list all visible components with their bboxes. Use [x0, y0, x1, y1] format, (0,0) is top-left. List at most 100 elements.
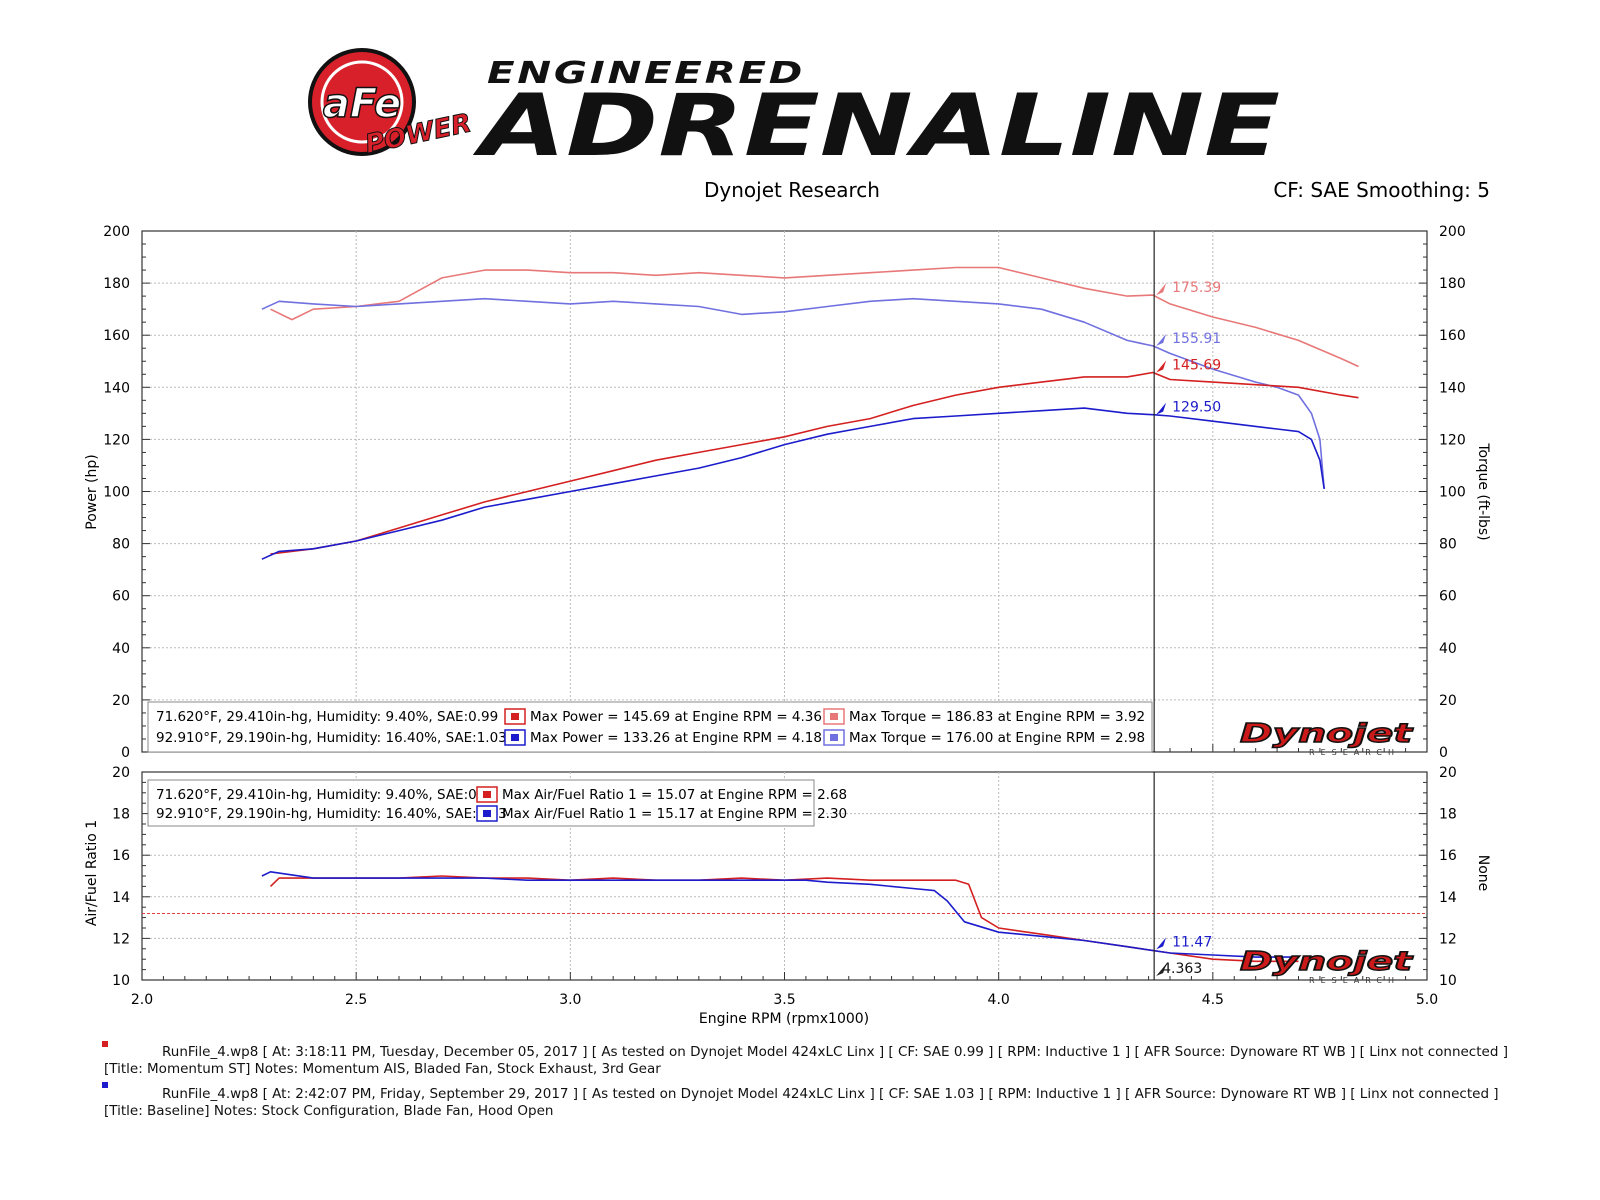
legend-swatch-fill-run2_power — [483, 810, 491, 817]
legend-conditions: 92.910°F, 29.190in-hg, Humidity: 16.40%,… — [156, 806, 507, 822]
legend-swatch-fill-run2_power — [511, 734, 519, 741]
y-tick-label-right: 100 — [1439, 485, 1466, 501]
y-tick-label-left: 140 — [103, 380, 130, 396]
y-tick-label-left: 20 — [112, 765, 130, 781]
series-line-run2_power — [261, 870, 1299, 958]
legend-swatch-fill-run1_torque — [830, 713, 838, 720]
y-tick-label-left: 160 — [103, 328, 130, 344]
run1-note-line1: RunFile_4.wp8 [ At: 3:18:11 PM, Tuesday,… — [162, 1044, 1508, 1060]
y-axis-label-none: None — [1475, 855, 1491, 892]
y-tick-label-right: 180 — [1439, 276, 1466, 292]
legend-entry-run2_torque: Max Torque = 176.00 at Engine RPM = 2.98 — [849, 730, 1145, 746]
series-line-run2_power — [261, 407, 1325, 560]
legend-swatch-fill-run1_power — [511, 713, 519, 720]
y-tick-label-right: 60 — [1439, 589, 1457, 605]
run2-note-line2: [Title: Baseline] Notes: Stock Configura… — [104, 1103, 554, 1119]
y-tick-label-right: 14 — [1439, 890, 1457, 906]
y-axis-label-afr: Air/Fuel Ratio 1 — [84, 820, 100, 926]
y-tick-label-right: 140 — [1439, 380, 1466, 396]
x-tick-label: 2.5 — [345, 992, 367, 1008]
x-tick-label: 3.5 — [773, 992, 795, 1008]
y-tick-label-left: 120 — [103, 432, 130, 448]
x-tick-label: 5.0 — [1416, 992, 1438, 1008]
cursor-arrow-run2_power — [1156, 402, 1167, 415]
legend-entry-run1_power: Max Air/Fuel Ratio 1 = 15.07 at Engine R… — [502, 787, 847, 803]
y-tick-label-left: 100 — [103, 485, 130, 501]
afe-logo-inner-ring — [320, 60, 404, 144]
afr-panel: 10 10 12 12 14 14 16 16 18 18 20 20 2.0 2.5 3.0 3.5 4.0 4… — [112, 765, 1457, 1008]
power-torque-panel: 0 0 20 20 40 40 60 60 80 80 100 100 120 120 140 140 160 1… — [103, 224, 1465, 761]
y-tick-label-left: 12 — [112, 931, 130, 947]
y-tick-label-right: 200 — [1439, 224, 1466, 240]
cursor-value-run1_power: 145.69 — [1172, 357, 1221, 373]
legend-swatch-fill-run2_torque — [830, 734, 838, 741]
cursor-arrow-run1_torque — [1156, 283, 1167, 296]
legend-entry-run1_torque: Max Torque = 186.83 at Engine RPM = 3.92 — [849, 709, 1145, 725]
x-tick-label: 4.5 — [1202, 992, 1224, 1008]
y-tick-label-right: 10 — [1439, 973, 1457, 989]
y-tick-label-right: 80 — [1439, 537, 1457, 553]
cursor-x-arrow — [1156, 964, 1167, 976]
dynojet-watermark-sub: RESEARCH — [1309, 748, 1400, 757]
legend-conditions: 71.620°F, 29.410in-hg, Humidity: 9.40%, … — [156, 787, 498, 803]
run1-marker — [102, 1041, 108, 1047]
legend-entry-run1_power: Max Power = 145.69 at Engine RPM = 4.36 — [530, 709, 822, 725]
cursor-x-value: 4.363 — [1162, 961, 1202, 977]
x-tick-label: 2.0 — [131, 992, 153, 1008]
run1-note-line2: [Title: Momentum ST] Notes: Momentum AIS… — [104, 1061, 661, 1077]
x-tick-label: 3.0 — [559, 992, 581, 1008]
y-tick-label-right: 120 — [1439, 432, 1466, 448]
cursor-value-run2_power: 129.50 — [1172, 400, 1221, 416]
y-tick-label-left: 80 — [112, 537, 130, 553]
dynojet-watermark-sub: RESEARCH — [1309, 976, 1400, 985]
cf-info-label: CF: SAE Smoothing: 5 — [1273, 178, 1490, 202]
y-tick-label-left: 16 — [112, 848, 130, 864]
cursor-arrow-run2_power — [1156, 937, 1167, 950]
y-tick-label-left: 0 — [121, 745, 130, 761]
dynojet-watermark-brand: Dynojet — [1240, 947, 1414, 977]
y-tick-label-left: 180 — [103, 276, 130, 292]
dynojet-watermark-brand: Dynojet — [1240, 719, 1414, 749]
tagline-main: ADRENALINE — [472, 76, 1280, 176]
run2-marker — [102, 1082, 108, 1088]
legend-box — [147, 701, 1153, 753]
afe-logo: aFe POWER — [308, 48, 475, 161]
y-tick-label-right: 0 — [1439, 745, 1448, 761]
cursor-value-run2_torque: 155.91 — [1172, 331, 1221, 347]
legend-conditions: 71.620°F, 29.410in-hg, Humidity: 9.40%, … — [156, 709, 498, 725]
series-line-run1_torque — [270, 266, 1359, 368]
source-label: Dynojet Research — [704, 178, 880, 202]
y-tick-label-right: 160 — [1439, 328, 1466, 344]
legend-entry-run2_power: Max Air/Fuel Ratio 1 = 15.17 at Engine R… — [502, 806, 847, 822]
y-tick-label-right: 18 — [1439, 807, 1457, 823]
afe-logo-brand: aFe — [323, 81, 401, 127]
y-tick-label-left: 200 — [103, 224, 130, 240]
cursor-arrow-run1_power — [1156, 360, 1167, 373]
y-tick-label-left: 20 — [112, 693, 130, 709]
series-line-run2_torque — [261, 297, 1325, 489]
cursor-value-run1_torque: 175.39 — [1172, 280, 1221, 296]
y-tick-label-right: 20 — [1439, 693, 1457, 709]
legend-swatch-fill-run1_power — [483, 791, 491, 798]
y-tick-label-left: 14 — [112, 890, 130, 906]
y-tick-label-right: 16 — [1439, 848, 1457, 864]
y-tick-label-right: 20 — [1439, 765, 1457, 781]
tagline-top: ENGINEERED — [487, 56, 805, 91]
series-line-run1_power — [270, 371, 1359, 555]
y-tick-label-left: 60 — [112, 589, 130, 605]
cursor-value-run2_power: 11.47 — [1172, 934, 1212, 950]
x-tick-label: 4.0 — [988, 992, 1010, 1008]
y-tick-label-right: 12 — [1439, 931, 1457, 947]
afe-logo-circle — [308, 48, 416, 156]
legend-conditions: 92.910°F, 29.190in-hg, Humidity: 16.40%,… — [156, 730, 507, 746]
legend-entry-run2_power: Max Power = 133.26 at Engine RPM = 4.18 — [530, 730, 822, 746]
run2-note-line1: RunFile_4.wp8 [ At: 2:42:07 PM, Friday, … — [162, 1086, 1499, 1102]
y-axis-label-power: Power (hp) — [84, 454, 100, 529]
y-tick-label-left: 10 — [112, 973, 130, 989]
y-tick-label-left: 18 — [112, 807, 130, 823]
y-tick-label-right: 40 — [1439, 641, 1457, 657]
x-axis-label: Engine RPM (rpmx1000) — [699, 1011, 869, 1027]
cursor-arrow-run2_torque — [1156, 333, 1167, 346]
y-tick-label-left: 40 — [112, 641, 130, 657]
